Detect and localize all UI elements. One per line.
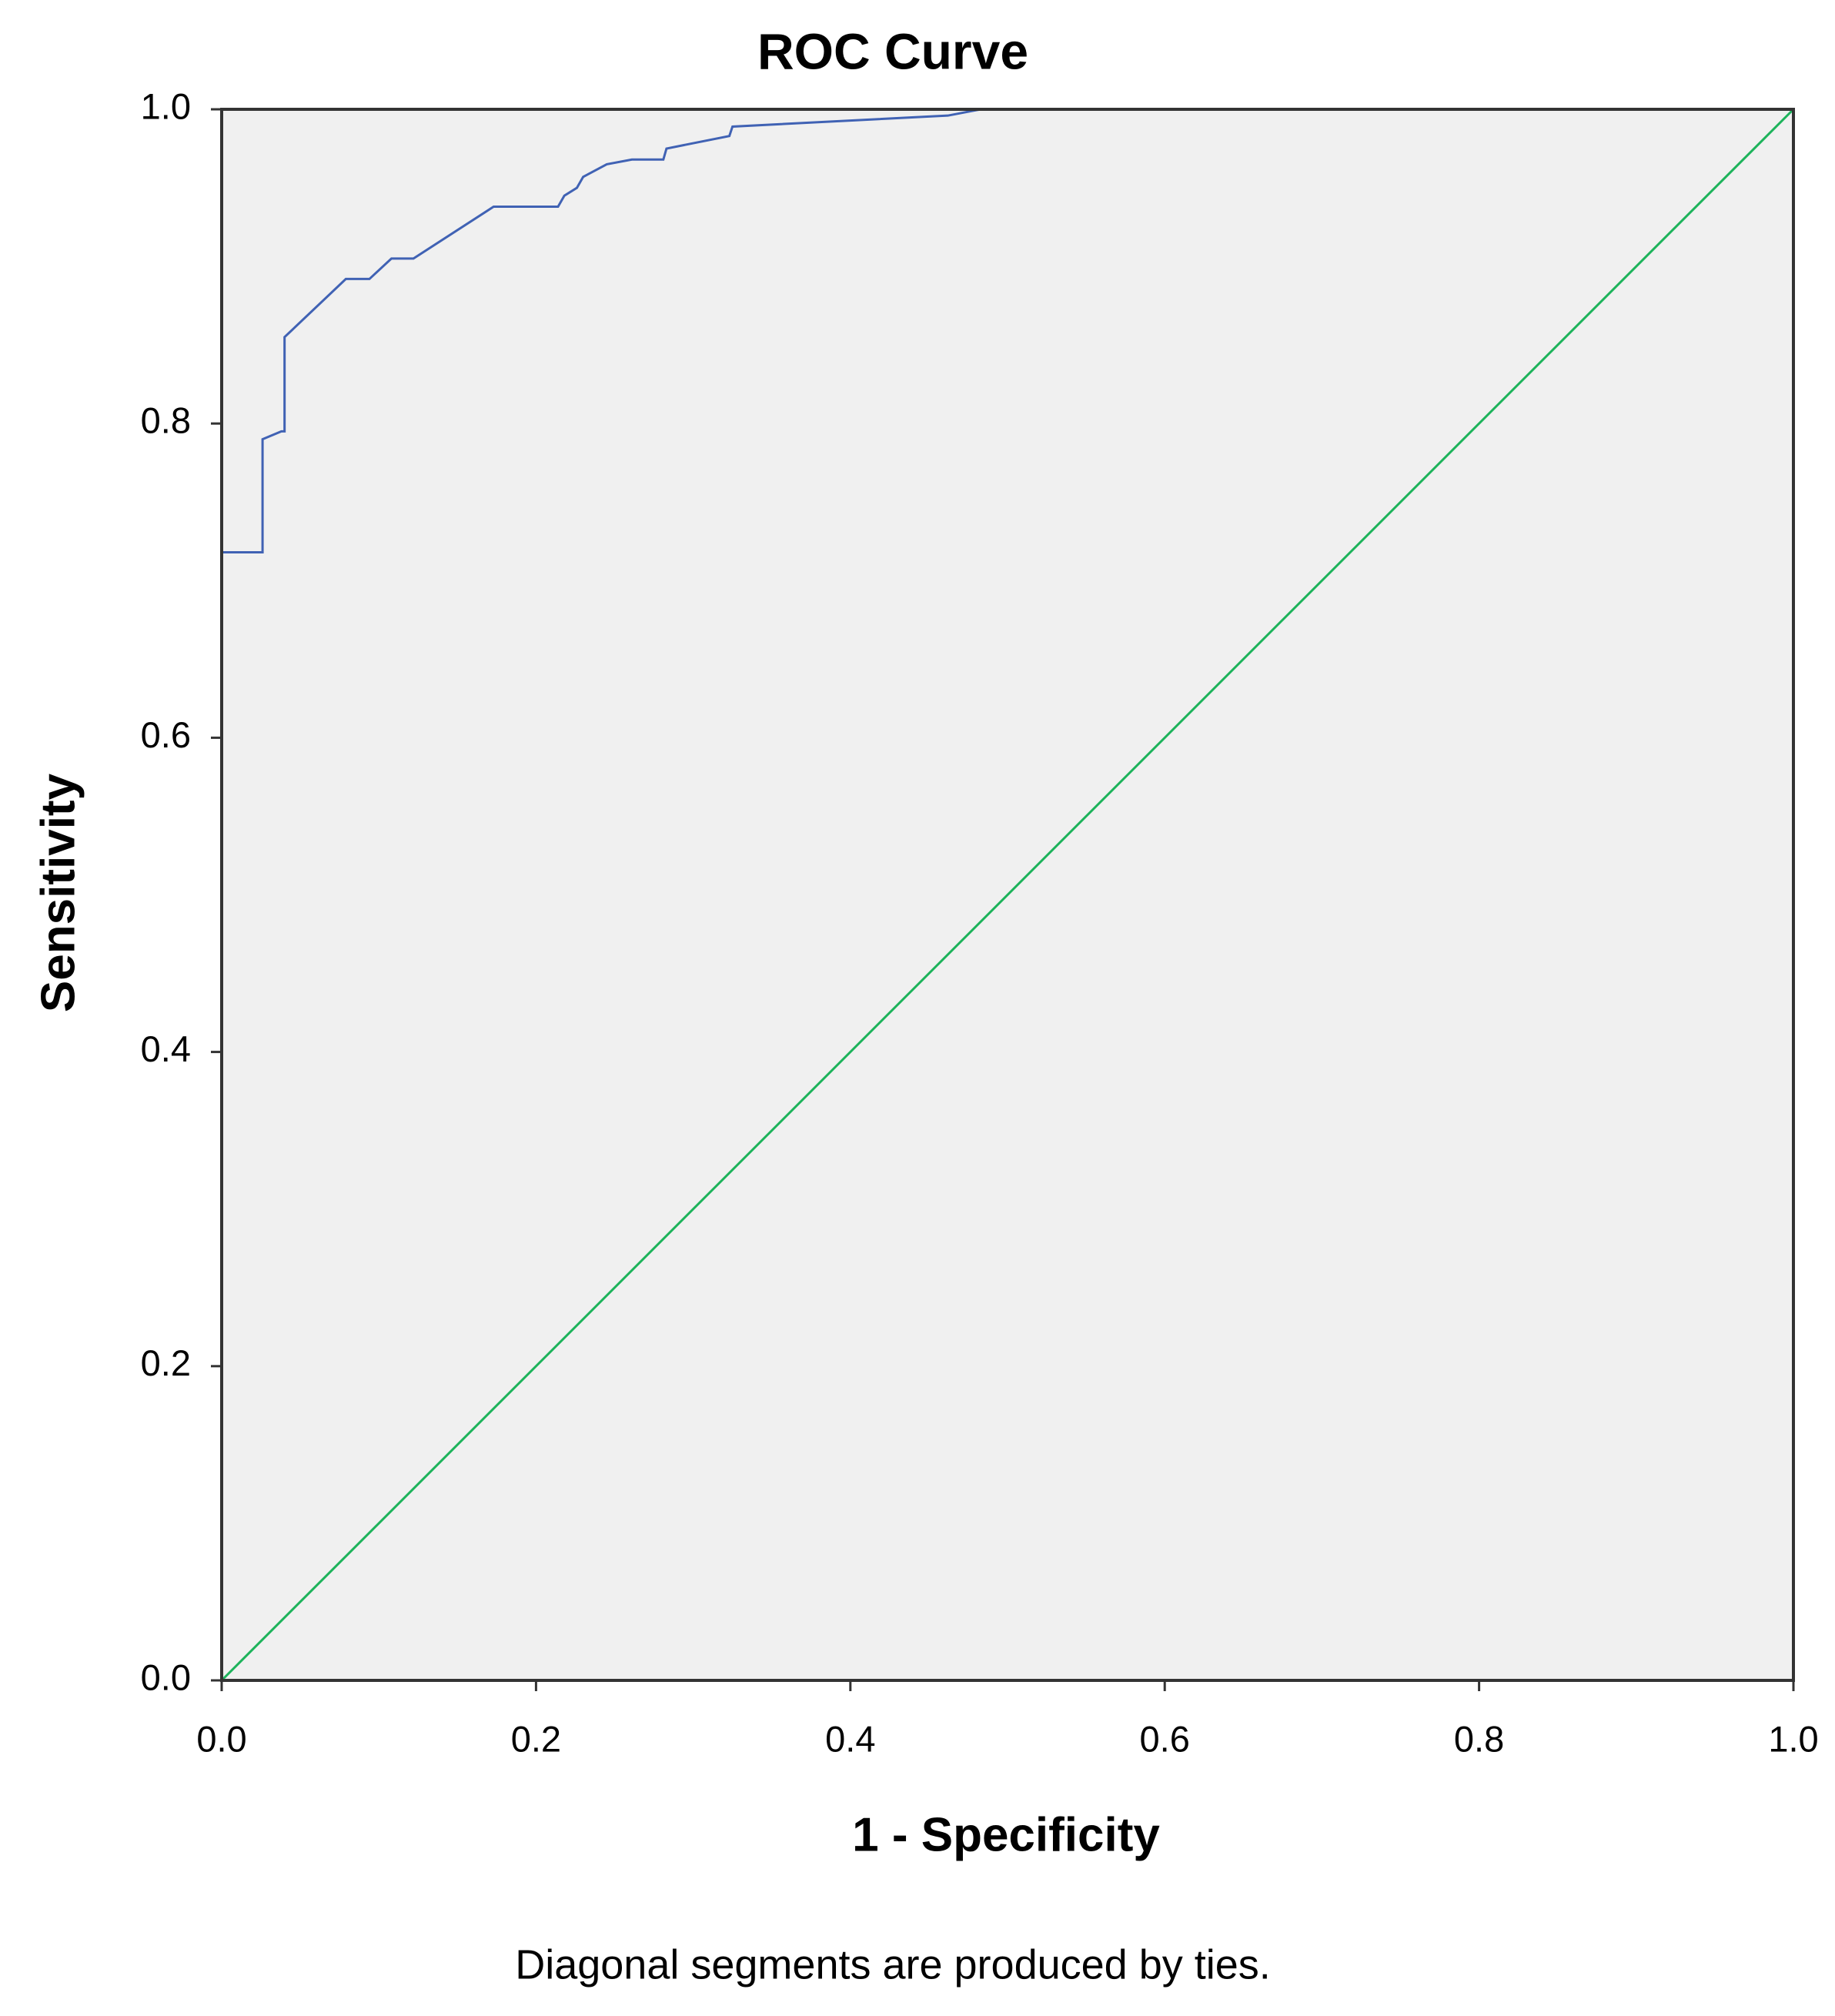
y-tick-label: 0.2	[141, 1342, 191, 1383]
x-tick-label: 0.2	[511, 1718, 561, 1759]
x-tick-label: 1.0	[1768, 1718, 1818, 1759]
y-tick-label: 0.8	[141, 400, 191, 441]
roc-line	[220, 108, 1793, 1680]
x-tick-label: 0.4	[825, 1718, 875, 1759]
x-axis-label: 1 - Specificity	[852, 1808, 1160, 1861]
x-tick-label: 0.8	[1454, 1718, 1504, 1759]
footnote: Diagonal segments are produced by ties.	[515, 1941, 1271, 1988]
x-tick-label: 0.6	[1140, 1718, 1190, 1759]
y-tick-label: 0.6	[141, 714, 191, 755]
y-tick-label: 0.0	[141, 1657, 191, 1697]
chart-title: ROC Curve	[757, 22, 1028, 79]
roc-line	[220, 108, 1795, 1682]
plot-frame	[220, 108, 1795, 1682]
y-tick-label: 1.0	[141, 85, 191, 126]
y-tick-label: 0.4	[141, 1028, 191, 1069]
x-tick-label: 0.0	[196, 1718, 246, 1759]
y-axis-label: Sensitivity	[32, 773, 85, 1012]
